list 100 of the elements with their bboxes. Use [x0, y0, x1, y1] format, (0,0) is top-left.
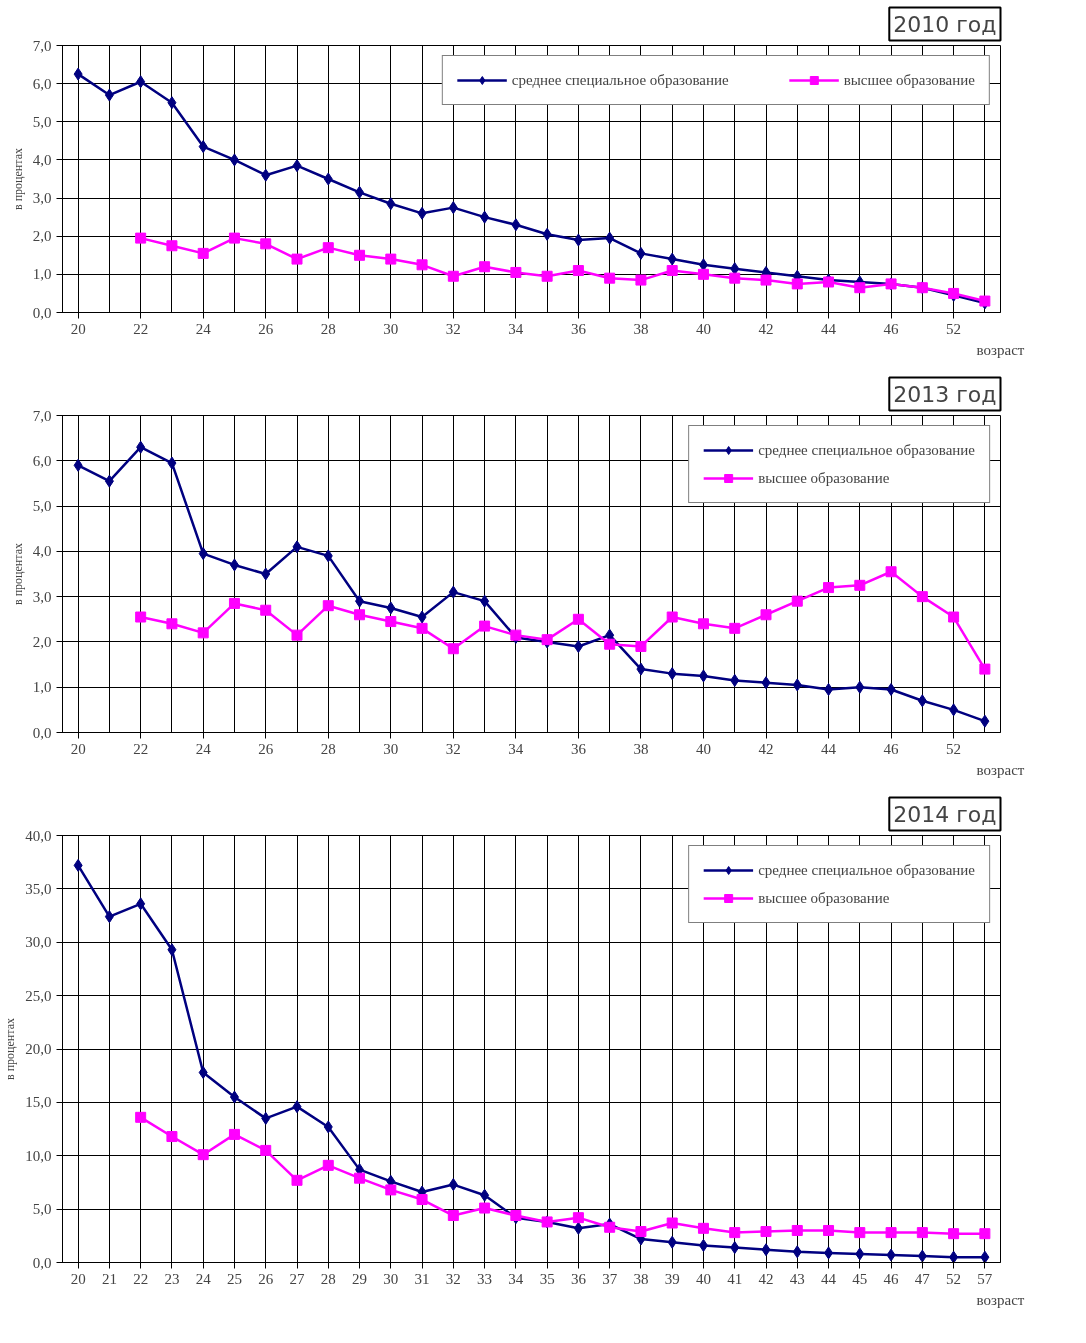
point	[322, 600, 334, 612]
y-tick-label: 1,0	[32, 266, 52, 283]
y-tick-label: 10,0	[25, 1147, 52, 1164]
x-tick-label: 26	[258, 740, 274, 757]
point	[448, 201, 458, 215]
x-tick-label: 33	[477, 1270, 493, 1287]
x-tick-label: 34	[508, 740, 524, 757]
point	[666, 611, 678, 623]
point	[792, 678, 802, 692]
point	[385, 1184, 397, 1196]
point	[73, 458, 83, 472]
point	[697, 1222, 709, 1234]
point	[417, 610, 427, 624]
point	[730, 262, 740, 276]
point	[480, 210, 490, 224]
point	[979, 663, 991, 675]
point	[104, 910, 114, 924]
point	[135, 1111, 147, 1123]
x-tick-label: 25	[226, 1270, 242, 1287]
x-tick-label: 46	[883, 1270, 900, 1287]
legend-label: высшее образование	[758, 889, 890, 907]
point	[854, 1227, 866, 1239]
x-tick-label: 38	[633, 320, 649, 337]
point	[291, 253, 303, 265]
point	[228, 597, 240, 609]
x-tick-label: 29	[352, 1270, 368, 1287]
point	[447, 1210, 459, 1222]
point	[479, 261, 491, 273]
point	[636, 662, 646, 676]
point	[698, 1238, 708, 1252]
point	[448, 1178, 458, 1192]
x-tick-label: 44	[821, 740, 837, 757]
y-tick-label: 35,0	[25, 880, 52, 897]
point	[480, 1188, 490, 1202]
point	[635, 274, 647, 286]
point	[854, 579, 866, 591]
point	[447, 270, 459, 282]
x-tick-label: 28	[320, 320, 336, 337]
point	[885, 1227, 897, 1239]
y-tick-label: 5,0	[32, 498, 52, 515]
legend-label: высшее образование	[843, 71, 975, 89]
x-tick-label: 52	[946, 320, 962, 337]
y-tick-label: 30,0	[25, 934, 52, 951]
x-tick-label: 39	[664, 1270, 680, 1287]
x-tick-label: 23	[164, 1270, 180, 1287]
point	[886, 682, 896, 696]
point	[355, 594, 365, 608]
x-tick-label: 42	[758, 320, 774, 337]
point	[73, 858, 83, 872]
point	[572, 265, 584, 277]
y-tick-label: 7,0	[32, 37, 52, 54]
point	[949, 703, 959, 717]
x-tick-label: 20	[70, 320, 86, 337]
point	[917, 694, 927, 708]
point	[135, 232, 147, 244]
x-tick-label: 34	[508, 1270, 524, 1287]
point	[760, 274, 772, 286]
x-tick-label: 35	[539, 1270, 555, 1287]
point	[572, 1212, 584, 1224]
point	[697, 618, 709, 630]
point	[510, 266, 522, 278]
legend-label: среднее специальное образование	[511, 71, 729, 89]
x-tick-label: 57	[977, 1270, 993, 1287]
point	[730, 673, 740, 687]
x-tick-label: 24	[195, 740, 212, 757]
point	[855, 680, 865, 694]
x-tick-label: 46	[883, 320, 900, 337]
point	[698, 669, 708, 683]
point	[386, 601, 396, 615]
x-tick-label: 44	[821, 1270, 837, 1287]
x-tick-label: 20	[70, 1270, 86, 1287]
point	[729, 1227, 741, 1239]
point	[417, 206, 427, 220]
y-tick-label: 3,0	[32, 190, 52, 207]
x-tick-label: 28	[320, 740, 336, 757]
point	[197, 1149, 209, 1161]
point	[323, 172, 333, 186]
y-tick-label: 6,0	[32, 452, 52, 469]
x-tick-label: 21	[101, 1270, 117, 1287]
x-tick-label: 22	[133, 740, 149, 757]
y-tick-label: 5,0	[32, 1201, 52, 1218]
point	[667, 667, 677, 681]
point	[854, 282, 866, 294]
x-tick-label: 42	[758, 1270, 774, 1287]
x-tick-label: 46	[883, 740, 900, 757]
point	[135, 611, 147, 623]
point	[980, 714, 990, 728]
point	[260, 1144, 272, 1156]
point	[604, 1221, 616, 1233]
point	[636, 246, 646, 260]
point	[386, 197, 396, 211]
point	[448, 585, 458, 599]
point	[791, 1224, 803, 1236]
point	[605, 628, 615, 642]
y-tick-label: 40,0	[25, 827, 52, 844]
point	[948, 611, 960, 623]
chart-title: 2014 год	[893, 801, 997, 827]
point	[572, 613, 584, 625]
point	[229, 558, 239, 572]
point	[916, 591, 928, 603]
